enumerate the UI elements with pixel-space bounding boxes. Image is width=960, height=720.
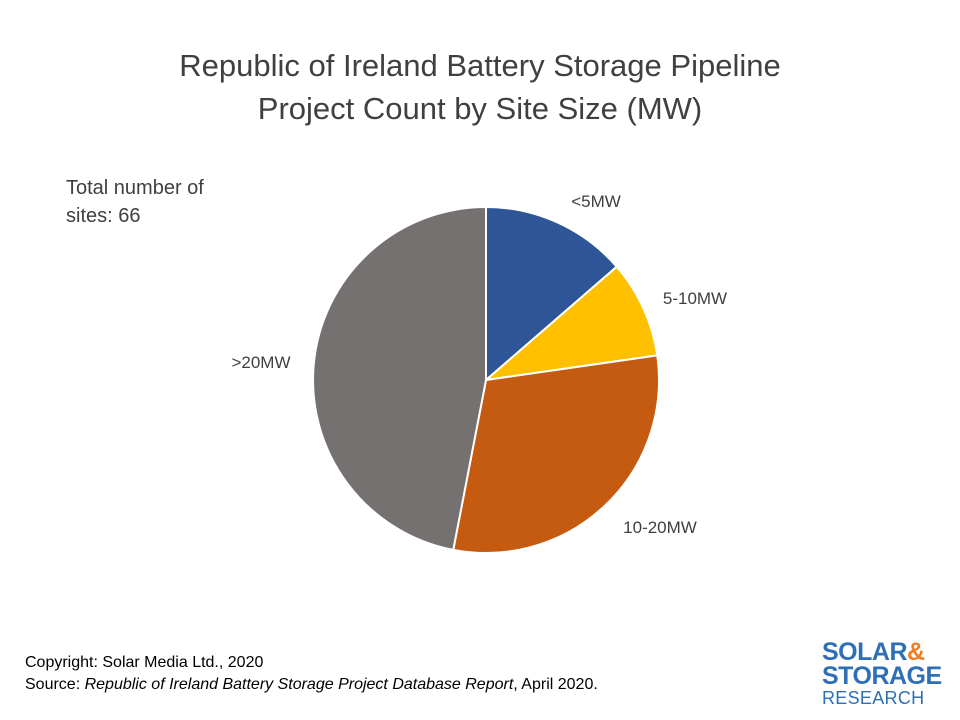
solar-storage-research-logo: SOLAR& STORAGE RESEARCH — [822, 640, 947, 712]
chart-title: Republic of Ireland Battery Storage Pipe… — [179, 48, 781, 83]
logo-ampersand: & — [907, 638, 925, 666]
slice-label-2: 5-10MW — [663, 289, 727, 308]
pie-slices — [312, 205, 660, 554]
annotation-line-1: Total number of — [66, 177, 204, 199]
pie-labels: <5MW 5-10MW 10-20MW >20MW — [231, 192, 727, 537]
logo-solar: SOLAR — [822, 638, 908, 666]
chart-title-block: Republic of Ireland Battery Storage Pipe… — [0, 44, 960, 130]
slice-label-4: >20MW — [231, 353, 290, 372]
source-text: Source: Republic of Ireland Battery Stor… — [25, 674, 598, 696]
source-prefix: Source: — [25, 676, 85, 693]
pie-slice-2 — [482, 265, 659, 382]
source-suffix: , April 2020. — [513, 676, 598, 693]
pie-slice-4 — [312, 205, 487, 552]
source-report-title: Republic of Ireland Battery Storage Proj… — [84, 676, 514, 693]
pie-slice-1 — [485, 205, 619, 383]
annotation-line-2: sites: 66 — [66, 205, 141, 227]
slice-label-3: 10-20MW — [623, 518, 697, 537]
chart-subtitle: Project Count by Site Size (MW) — [257, 91, 703, 126]
copyright-text: Copyright: Solar Media Ltd., 2020 — [25, 654, 264, 671]
pie-slice-3 — [452, 354, 660, 554]
logo-line-2: STORAGE — [822, 662, 942, 690]
footer: Copyright: Solar Media Ltd., 2020 Source… — [25, 652, 598, 696]
slice-label-1: <5MW — [571, 192, 621, 211]
total-sites-annotation: Total number of sites: 66 — [66, 174, 204, 230]
logo-line-1: SOLAR& — [822, 638, 947, 666]
logo-line-3: RESEARCH — [822, 688, 925, 708]
